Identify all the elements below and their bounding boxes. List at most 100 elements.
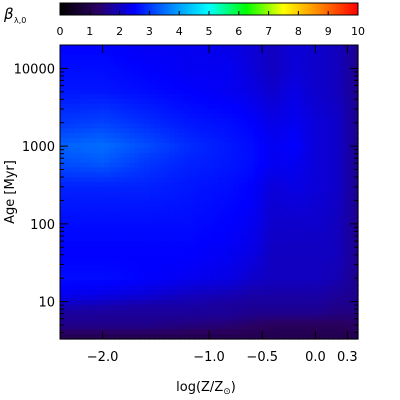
heatmap-cell <box>69 260 76 267</box>
heatmap-cell <box>184 245 190 252</box>
heatmap-cell <box>104 147 111 154</box>
heatmap-cell <box>323 260 329 267</box>
heatmap-cell <box>134 79 141 85</box>
heatmap-cell <box>303 45 309 51</box>
heatmap-cell <box>263 221 270 227</box>
heatmap-cell <box>333 118 339 124</box>
heatmap-cell <box>60 108 66 115</box>
heatmap-cell <box>283 275 290 281</box>
heatmap-cell <box>353 167 359 173</box>
heatmap-cell <box>348 236 354 242</box>
heatmap-cell <box>333 103 339 110</box>
heatmap-cell <box>213 123 220 129</box>
heatmap-cell <box>164 280 170 286</box>
heatmap-cell <box>139 147 146 154</box>
heatmap-cell <box>273 250 280 257</box>
heatmap-cell <box>164 147 170 154</box>
heatmap-cell <box>268 108 275 115</box>
heatmap-cell <box>318 167 324 173</box>
heatmap-cell <box>228 69 235 75</box>
heatmap-cell <box>99 245 106 252</box>
heatmap-cell <box>223 98 230 105</box>
heatmap-cell <box>184 241 190 247</box>
heatmap-cell <box>94 118 101 124</box>
heatmap-cell <box>104 290 111 296</box>
heatmap-cell <box>139 275 146 281</box>
heatmap-cell <box>189 280 195 286</box>
heatmap-cell <box>263 172 270 178</box>
heatmap-cell <box>298 324 304 330</box>
heatmap-cell <box>268 152 275 159</box>
heatmap-cell <box>189 265 195 271</box>
heatmap-cell <box>139 329 146 335</box>
heatmap-cell <box>184 294 190 301</box>
heatmap-cell <box>194 103 200 110</box>
heatmap-cell <box>328 196 334 203</box>
heatmap-cell <box>228 162 235 169</box>
heatmap-cell <box>263 314 270 320</box>
heatmap-cell <box>303 241 309 247</box>
heatmap-cell <box>109 123 116 129</box>
heatmap-cell <box>353 329 359 335</box>
heatmap-cell <box>74 177 81 183</box>
heatmap-cell <box>263 147 270 154</box>
heatmap-cell <box>99 290 106 296</box>
heatmap-cell <box>348 211 354 218</box>
heatmap-cell <box>328 128 334 134</box>
heatmap-cell <box>308 74 314 80</box>
heatmap-cell <box>194 334 200 340</box>
heatmap-cell <box>343 216 349 222</box>
heatmap-cell <box>94 89 101 95</box>
heatmap-cell <box>139 54 146 61</box>
heatmap-cell <box>343 133 349 139</box>
heatmap-cell <box>204 94 210 100</box>
heatmap-cell <box>233 74 240 80</box>
heatmap-cell <box>238 241 245 247</box>
heatmap-cell <box>154 245 160 252</box>
heatmap-cell <box>248 324 255 330</box>
heatmap-cell <box>233 177 240 183</box>
heatmap-cell <box>64 324 71 330</box>
heatmap-cell <box>323 157 329 164</box>
heatmap-cell <box>154 314 160 320</box>
heatmap-cell <box>179 108 185 115</box>
heatmap-cell <box>144 128 150 134</box>
heatmap-cell <box>298 54 304 61</box>
heatmap-cell <box>209 167 215 173</box>
heatmap-cell <box>124 216 131 222</box>
heatmap-cell <box>278 157 285 164</box>
heatmap-cell <box>248 211 255 218</box>
heatmap-cell <box>233 275 240 281</box>
heatmap-cell <box>174 201 180 208</box>
heatmap-cell <box>60 196 66 203</box>
heatmap-cell <box>268 59 275 66</box>
heatmap-cell <box>258 309 265 316</box>
heatmap-cell <box>109 98 116 105</box>
heatmap-cell <box>328 290 334 296</box>
heatmap-cell <box>119 138 126 144</box>
heatmap-cell <box>248 250 255 257</box>
heatmap-cell <box>263 45 270 51</box>
heatmap-cell <box>233 103 240 110</box>
heatmap-cell <box>159 250 165 257</box>
heatmap-cell <box>273 45 280 51</box>
heatmap-cell <box>74 172 81 178</box>
heatmap-cell <box>258 250 265 257</box>
heatmap-cell <box>184 216 190 222</box>
heatmap-cell <box>213 69 220 75</box>
heatmap-cell <box>308 255 314 262</box>
heatmap-cell <box>64 334 71 340</box>
heatmap-cell <box>303 187 309 193</box>
heatmap-cell <box>283 147 290 154</box>
heatmap-cell <box>74 221 81 227</box>
heatmap-cell <box>74 84 81 90</box>
heatmap-cell <box>189 79 195 85</box>
heatmap-cell <box>104 294 111 301</box>
heatmap-cell <box>343 94 349 100</box>
heatmap-cell <box>169 304 175 311</box>
heatmap-cell <box>313 304 319 311</box>
heatmap-cell <box>149 201 155 208</box>
heatmap-cell <box>99 196 106 203</box>
heatmap-cell <box>263 216 270 222</box>
heatmap-cell <box>343 138 349 144</box>
